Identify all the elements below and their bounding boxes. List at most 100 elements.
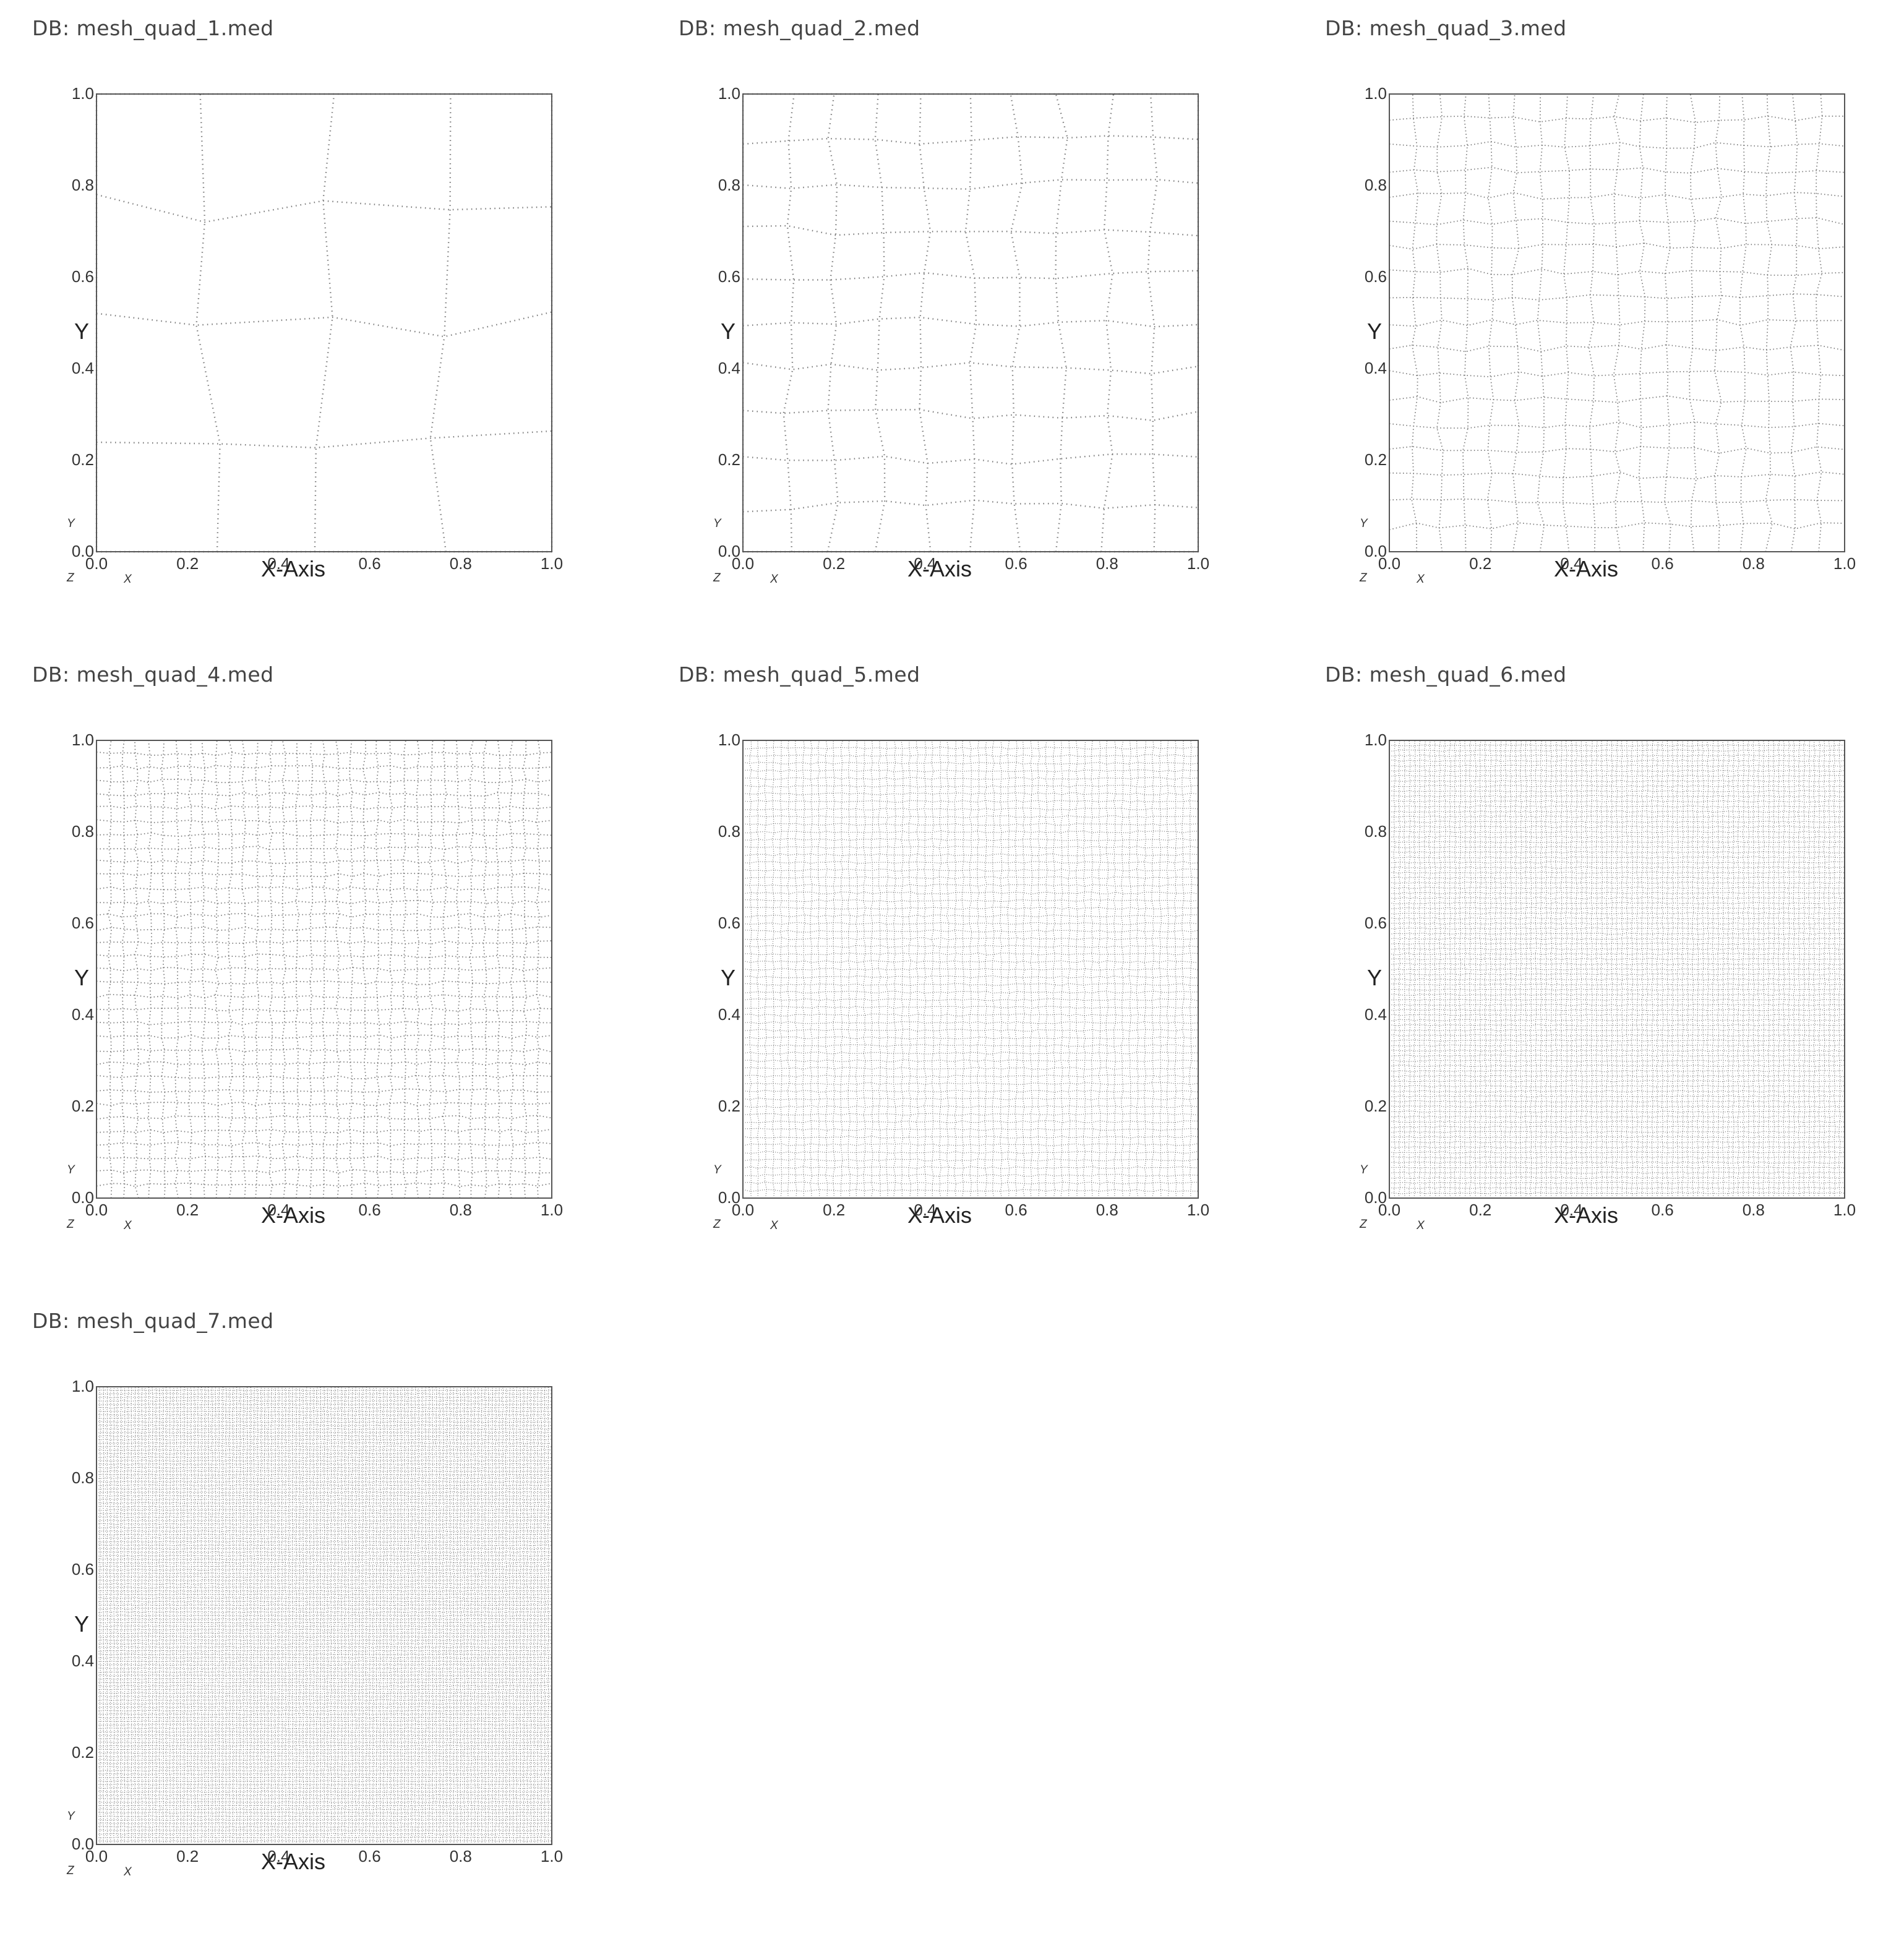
mesh-plot-panel: DB: mesh_quad_7.med 0.0 0.2 0.4 0.6 0.8 1.0 0.0… <box>0 1293 643 1936</box>
x-axis-title: X-Axis <box>261 1202 325 1228</box>
y-tick-label: 0.2 <box>1365 450 1387 469</box>
x-tick-label: 1.0 <box>1833 1201 1856 1219</box>
database-title: DB: mesh_quad_7.med <box>32 1309 274 1333</box>
triad-y-label: Y <box>1360 517 1368 530</box>
y-tick-label: 0.8 <box>718 822 740 841</box>
mesh-plot-panel: DB: mesh_quad_4.med 0.0 0.2 0.4 0.6 0.8 1.0 0.0… <box>0 646 643 1290</box>
mesh-edges <box>96 740 552 1199</box>
y-tick-label: 0.2 <box>72 1097 94 1115</box>
y-tick-label: 1.0 <box>1365 730 1387 749</box>
x-tick-label: 1.0 <box>1187 554 1209 573</box>
y-axis-title: Y <box>74 965 89 990</box>
mesh-plot: 0.0 0.2 0.4 0.6 0.8 1.0 0.0 0.2 0.4 0.6 0.8 1.0 X-Ax… <box>1359 730 1856 1232</box>
y-tick-label: 1.0 <box>72 730 94 749</box>
y-tick-label: 0.0 <box>72 542 94 560</box>
x-tick-label: 0.8 <box>1096 1201 1118 1219</box>
x-tick-label: 0.2 <box>176 1847 199 1865</box>
triad-z-label: Z <box>66 1864 75 1877</box>
triad-x-label: X <box>123 1865 132 1878</box>
y-tick-label: 0.2 <box>72 1743 94 1762</box>
x-tick-label: 0.0 <box>1378 1201 1400 1219</box>
x-tick-label: 0.0 <box>1378 554 1400 573</box>
mesh-plot: 0.0 0.2 0.4 0.6 0.8 1.0 0.0 0.2 0.4 0.6 0.8 1.0 X-Ax… <box>66 84 563 586</box>
mesh-plot: 0.0 0.2 0.4 0.6 0.8 1.0 0.0 0.2 0.4 0.6 0.8 1.0 X-Ax… <box>66 1377 563 1878</box>
y-tick-label: 0.0 <box>718 542 740 560</box>
y-tick-label: 0.4 <box>718 1005 740 1024</box>
x-tick-label: 0.4 <box>267 1201 289 1219</box>
y-tick-label: 0.0 <box>718 1188 740 1207</box>
x-tick-label: 0.0 <box>732 554 754 573</box>
y-tick-label: 0.4 <box>72 1651 94 1670</box>
y-tick-label: 0.8 <box>1365 822 1387 841</box>
x-tick-label: 0.2 <box>1469 1201 1491 1219</box>
plot-frame <box>742 93 1199 552</box>
x-tick-label: 0.4 <box>267 1847 289 1865</box>
triad-y-label: Y <box>713 517 722 530</box>
x-tick-label: 0.8 <box>450 1847 472 1865</box>
y-tick-label: 0.0 <box>1365 1188 1387 1207</box>
y-tick-label: 0.2 <box>718 1097 740 1115</box>
triad-z-label: Z <box>713 572 721 585</box>
x-tick-label: 0.4 <box>1560 554 1582 573</box>
database-title: DB: mesh_quad_5.med <box>679 662 920 687</box>
y-tick-label: 0.2 <box>72 450 94 469</box>
plot-frame <box>742 740 1199 1199</box>
y-tick-label: 0.8 <box>72 176 94 194</box>
y-tick-label: 0.6 <box>1365 267 1387 286</box>
mesh-plot-panel: DB: mesh_quad_1.med 0.0 0.2 0.4 0.6 0.8 1.0 0.0… <box>0 0 643 643</box>
y-axis-title: Y <box>1367 965 1382 990</box>
y-tick-label: 0.0 <box>1365 542 1387 560</box>
plot-frame <box>96 1386 552 1845</box>
x-tick-label: 0.4 <box>267 554 289 573</box>
y-tick-label: 0.6 <box>718 914 740 932</box>
x-tick-label: 0.2 <box>823 1201 845 1219</box>
x-tick-label: 0.0 <box>732 1201 754 1219</box>
mesh-edges <box>742 740 1199 1199</box>
y-tick-label: 0.4 <box>1365 359 1387 377</box>
x-axis-title: X-Axis <box>1554 556 1618 581</box>
triad-y-label: Y <box>67 1810 75 1823</box>
triad-z-label: Z <box>66 572 75 585</box>
triad-x-label: X <box>1416 573 1425 586</box>
y-tick-label: 1.0 <box>718 84 740 103</box>
y-axis-title: Y <box>721 965 735 990</box>
mesh-edges <box>96 1386 552 1845</box>
x-axis-title: X-Axis <box>907 556 972 581</box>
y-axis-title: Y <box>1367 319 1382 344</box>
mesh-plot-panel: DB: mesh_quad_2.med 0.0 0.2 0.4 0.6 0.8 1.0 0.0… <box>646 0 1290 643</box>
x-axis-title: X-Axis <box>907 1202 972 1228</box>
x-tick-label: 0.0 <box>85 1201 108 1219</box>
triad-y-label: Y <box>713 1163 722 1176</box>
x-tick-label: 0.6 <box>1005 554 1027 573</box>
y-tick-label: 0.8 <box>72 1468 94 1487</box>
y-tick-label: 0.2 <box>718 450 740 469</box>
plot-frame <box>1389 93 1845 552</box>
y-tick-label: 1.0 <box>718 730 740 749</box>
mesh-edges <box>95 93 553 553</box>
y-tick-label: 0.8 <box>1365 176 1387 194</box>
y-axis-title: Y <box>74 319 89 344</box>
mesh-plot: 0.0 0.2 0.4 0.6 0.8 1.0 0.0 0.2 0.4 0.6 0.8 1.0 X-Ax… <box>66 730 563 1232</box>
x-tick-label: 0.2 <box>176 1201 199 1219</box>
x-tick-label: 0.6 <box>359 1847 381 1865</box>
y-tick-label: 0.8 <box>72 822 94 841</box>
database-title: DB: mesh_quad_4.med <box>32 662 274 687</box>
triad-x-label: X <box>123 1219 132 1232</box>
x-tick-label: 1.0 <box>541 1847 563 1865</box>
triad-y-label: Y <box>67 1163 75 1176</box>
x-axis-title: X-Axis <box>261 556 325 581</box>
x-tick-label: 0.2 <box>1469 554 1491 573</box>
x-tick-label: 0.6 <box>1005 1201 1027 1219</box>
y-tick-label: 0.4 <box>718 359 740 377</box>
mesh-plot-panel: DB: mesh_quad_5.med 0.0 0.2 0.4 0.6 0.8 1.0 0.0… <box>646 646 1290 1290</box>
y-tick-label: 1.0 <box>72 84 94 103</box>
x-tick-label: 0.4 <box>914 554 936 573</box>
x-tick-label: 0.8 <box>1096 554 1118 573</box>
y-tick-label: 0.0 <box>72 1188 94 1207</box>
y-tick-label: 0.6 <box>1365 914 1387 932</box>
x-tick-label: 0.6 <box>1652 554 1674 573</box>
triad-z-label: Z <box>713 1218 721 1231</box>
x-tick-label: 0.4 <box>1560 1201 1582 1219</box>
y-tick-label: 0.6 <box>72 1560 94 1578</box>
triad-x-label: X <box>770 573 779 586</box>
